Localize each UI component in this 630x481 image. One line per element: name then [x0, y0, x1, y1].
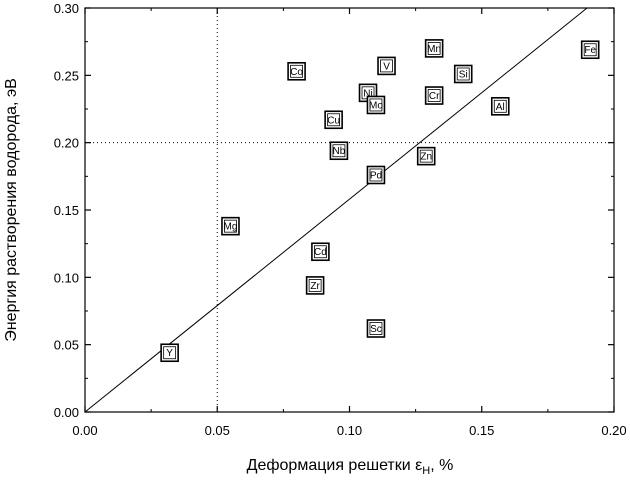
point-marker — [424, 86, 444, 105]
data-point-cd: Cd — [311, 242, 330, 262]
point-marker — [287, 61, 306, 81]
point-marker-inner — [419, 149, 433, 163]
point-marker-inner — [224, 219, 237, 233]
x-axis-label-subscript: H — [422, 465, 430, 477]
point-marker — [424, 39, 444, 58]
point-marker-inner — [163, 346, 177, 360]
y-axis-label: Энергия растворения водорода, эВ — [3, 78, 20, 342]
point-marker — [160, 343, 179, 363]
data-point-fe: Fe — [580, 40, 600, 60]
point-marker — [377, 56, 396, 76]
data-point-sc: Sc — [366, 319, 386, 338]
point-marker-inner — [290, 64, 304, 78]
point-marker — [311, 242, 330, 262]
y-tick-label: 0.10 — [54, 270, 79, 285]
point-label: Zn — [420, 152, 432, 163]
y-tick-label: 0.30 — [54, 1, 79, 16]
point-marker-inner — [369, 168, 383, 182]
y-tick-label: 0.05 — [54, 338, 79, 353]
point-label: Al — [496, 102, 505, 113]
point-label: Sc — [370, 324, 382, 335]
point-marker-inner — [369, 98, 383, 112]
point-label: Cd — [314, 247, 327, 258]
point-marker-inner — [314, 245, 327, 259]
point-marker-inner — [427, 42, 441, 55]
point-marker-inner — [308, 279, 322, 292]
data-point-cr: Cr — [424, 86, 444, 105]
y-tick-label: 0.15 — [54, 203, 79, 218]
point-label: Cu — [327, 115, 340, 126]
grid-lines — [85, 8, 614, 412]
point-label: Mg — [224, 222, 238, 233]
point-marker-inner — [427, 89, 441, 102]
point-marker — [366, 319, 386, 338]
point-marker-inner — [380, 59, 393, 73]
x-axis-label-suffix: , % — [430, 457, 453, 474]
point-marker-inner — [493, 99, 507, 113]
data-point-si: Si — [453, 64, 473, 84]
data-point-mg: Mg — [221, 216, 240, 236]
y-tick-label: 0.25 — [54, 68, 79, 83]
point-label: Si — [459, 69, 468, 80]
point-marker-inner — [583, 43, 597, 57]
x-axis-label: Деформация решетки εH, % — [247, 457, 454, 477]
x-tick-label: 0.05 — [205, 423, 230, 438]
point-label: Y — [166, 348, 173, 359]
point-marker — [490, 97, 510, 116]
x-tick-label: 0.15 — [469, 423, 494, 438]
x-tick-label: 0.10 — [337, 423, 362, 438]
data-point-y: Y — [160, 343, 179, 363]
point-marker-inner — [327, 113, 341, 127]
point-label: Cr — [429, 91, 440, 102]
data-point-al: Al — [490, 97, 510, 116]
point-marker — [366, 95, 386, 115]
fit-line — [84, 7, 588, 413]
data-point-cu: Cu — [324, 110, 343, 130]
point-marker-inner — [456, 67, 470, 81]
point-marker — [324, 110, 343, 130]
point-label: Nb — [333, 146, 346, 157]
point-marker-inner — [332, 144, 346, 158]
point-marker-inner — [369, 322, 383, 335]
point-marker — [580, 40, 600, 60]
y-tick-label: 0.20 — [54, 136, 79, 151]
point-label: V — [383, 61, 390, 72]
point-marker — [329, 141, 349, 161]
x-axis-label-main: Деформация решетки ε — [247, 457, 423, 474]
point-label: Co — [290, 67, 303, 78]
y-tick-label: 0.00 — [54, 405, 79, 420]
point-marker — [221, 216, 240, 236]
point-marker — [453, 64, 473, 84]
data-point-mo: Mo — [366, 95, 386, 115]
point-label: Pd — [370, 170, 382, 181]
point-label: Ni — [363, 88, 372, 99]
point-label: Zr — [310, 281, 320, 292]
axis-ticks: 0.00 0.05 0.10 0.15 0.20 0.00 0.05 0.10 0.15 0.20… — [54, 1, 627, 438]
data-point-v: V — [377, 56, 396, 76]
point-marker — [305, 276, 325, 295]
point-label: Fe — [584, 45, 596, 56]
point-marker — [416, 146, 436, 166]
data-point-mn: Mn — [424, 39, 444, 58]
point-marker — [366, 165, 386, 185]
data-point-pd: Pd — [366, 165, 386, 185]
x-tick-label: 0.20 — [601, 423, 626, 438]
data-point-zn: Zn — [416, 146, 436, 166]
x-tick-label: 0.00 — [72, 423, 97, 438]
data-point-nb: Nb — [329, 141, 349, 161]
data-point-zr: Zr — [305, 276, 325, 295]
data-point-co: Co — [287, 61, 306, 81]
point-label: Mo — [369, 100, 383, 111]
regression-line — [84, 7, 588, 413]
point-label: Mn — [427, 44, 441, 55]
